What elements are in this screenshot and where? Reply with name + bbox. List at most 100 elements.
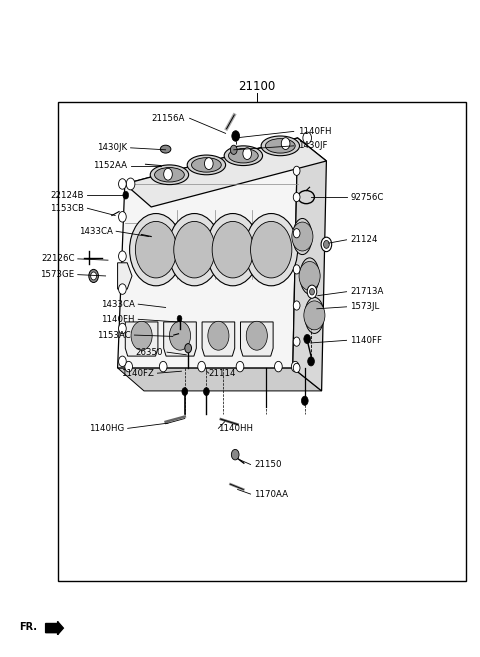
Circle shape (281, 138, 290, 150)
Circle shape (185, 344, 192, 353)
Circle shape (119, 212, 126, 222)
Ellipse shape (293, 218, 312, 255)
Circle shape (177, 315, 182, 322)
Circle shape (169, 321, 191, 350)
Circle shape (293, 166, 300, 175)
Circle shape (308, 357, 314, 366)
Ellipse shape (261, 136, 300, 156)
Text: 1430JF: 1430JF (298, 141, 327, 150)
Circle shape (246, 321, 267, 350)
Circle shape (232, 131, 240, 141)
Ellipse shape (155, 168, 184, 182)
Circle shape (324, 240, 329, 248)
Polygon shape (118, 368, 322, 391)
Circle shape (292, 222, 313, 251)
FancyArrow shape (46, 622, 63, 635)
Circle shape (293, 363, 300, 373)
Polygon shape (125, 138, 326, 207)
Ellipse shape (150, 165, 189, 185)
Circle shape (204, 388, 209, 396)
Circle shape (275, 361, 282, 372)
Text: 21100: 21100 (238, 80, 276, 93)
Text: 1433CA: 1433CA (79, 227, 113, 236)
Circle shape (231, 449, 239, 460)
Circle shape (208, 321, 229, 350)
Text: 1573GE: 1573GE (40, 270, 74, 279)
Circle shape (131, 321, 152, 350)
Circle shape (164, 168, 172, 180)
Text: 21150: 21150 (254, 460, 282, 469)
Circle shape (230, 145, 237, 154)
Circle shape (126, 178, 135, 190)
Ellipse shape (224, 146, 263, 166)
Circle shape (119, 356, 126, 367)
Text: 1140FF: 1140FF (350, 336, 383, 345)
Polygon shape (293, 138, 326, 391)
Circle shape (304, 334, 311, 344)
Circle shape (135, 221, 177, 278)
Ellipse shape (300, 258, 319, 294)
Text: 92756C: 92756C (350, 193, 384, 202)
Circle shape (206, 214, 259, 286)
Text: 1140FZ: 1140FZ (121, 369, 154, 378)
Circle shape (168, 214, 221, 286)
Text: 1573JL: 1573JL (350, 302, 380, 311)
Circle shape (310, 288, 314, 295)
Circle shape (130, 214, 182, 286)
Polygon shape (118, 263, 132, 289)
Ellipse shape (187, 155, 226, 175)
Circle shape (204, 158, 213, 170)
Polygon shape (118, 138, 298, 368)
Circle shape (243, 148, 252, 160)
Polygon shape (202, 322, 235, 356)
Polygon shape (164, 322, 196, 356)
Circle shape (291, 361, 299, 372)
Text: 1433CA: 1433CA (100, 300, 134, 309)
Circle shape (304, 301, 325, 330)
Text: 1140FH: 1140FH (298, 127, 331, 136)
Circle shape (159, 361, 167, 372)
Ellipse shape (265, 139, 295, 153)
Polygon shape (240, 322, 273, 356)
Circle shape (251, 221, 292, 278)
Text: 1170AA: 1170AA (254, 489, 288, 499)
Text: FR.: FR. (19, 622, 37, 632)
Text: 1140HG: 1140HG (89, 424, 124, 433)
Circle shape (307, 285, 317, 298)
Text: 1140HH: 1140HH (218, 424, 253, 433)
Bar (58, 102, 466, 581)
Text: 21124: 21124 (350, 235, 378, 244)
Ellipse shape (305, 297, 324, 334)
Circle shape (174, 221, 215, 278)
Circle shape (321, 237, 332, 252)
Circle shape (293, 265, 300, 274)
Circle shape (89, 269, 98, 283)
Circle shape (125, 361, 132, 372)
Circle shape (119, 284, 126, 294)
Circle shape (119, 179, 126, 189)
Text: 21713A: 21713A (350, 287, 384, 296)
Text: 26350: 26350 (136, 348, 163, 357)
Circle shape (123, 191, 129, 199)
Circle shape (198, 361, 205, 372)
Circle shape (293, 193, 300, 202)
Text: 1153CB: 1153CB (50, 204, 84, 213)
Circle shape (303, 132, 312, 144)
Circle shape (91, 272, 96, 280)
Circle shape (293, 229, 300, 238)
Text: 22124B: 22124B (50, 191, 84, 200)
Circle shape (301, 396, 308, 405)
Text: 1152AA: 1152AA (93, 161, 127, 170)
Circle shape (182, 388, 188, 396)
Circle shape (299, 261, 320, 290)
Circle shape (245, 214, 298, 286)
Ellipse shape (192, 158, 221, 172)
Ellipse shape (160, 145, 171, 153)
Circle shape (293, 301, 300, 310)
Circle shape (236, 361, 244, 372)
Polygon shape (125, 322, 158, 356)
Ellipse shape (228, 148, 258, 163)
Text: 1140FH: 1140FH (101, 315, 134, 324)
Circle shape (293, 337, 300, 346)
Text: 1430JK: 1430JK (97, 143, 127, 152)
